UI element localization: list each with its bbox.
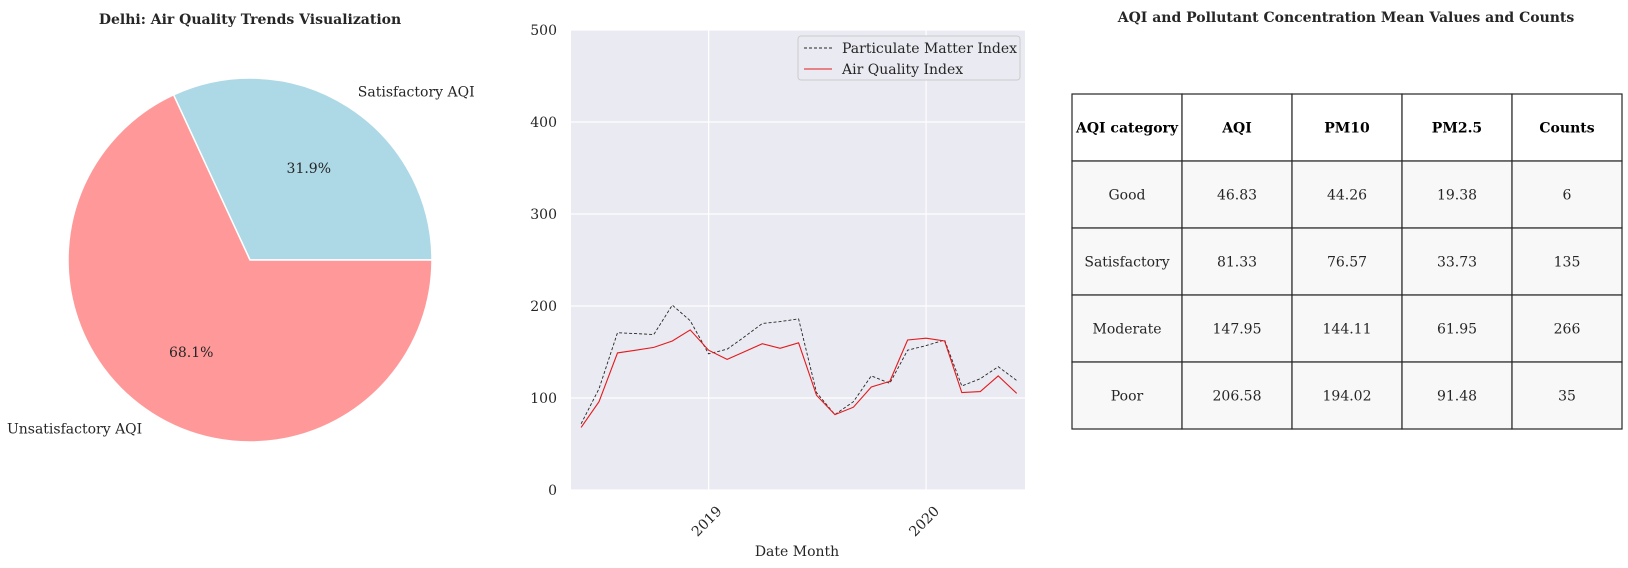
table-cell xyxy=(1291,160,1403,229)
plot-area xyxy=(571,30,1025,490)
table-header-text: AQI category xyxy=(1075,121,1179,137)
pie-label-0: Satisfactory AQI xyxy=(358,84,475,100)
table-cell-text: 206.58 xyxy=(1213,389,1262,405)
table-header-text: Counts xyxy=(1539,121,1594,137)
table-cell-text: 194.02 xyxy=(1323,389,1372,405)
pie-slice-0 xyxy=(172,77,433,261)
table-cell-text: 33.73 xyxy=(1437,255,1477,271)
table-cell xyxy=(1071,227,1183,296)
y-tick-label-0: 0 xyxy=(548,483,557,499)
table-cell-text: Good xyxy=(1108,188,1145,204)
table-header-cell xyxy=(1181,93,1293,162)
x-tick-label-1: 2020 xyxy=(906,504,943,541)
table-cell xyxy=(1401,294,1513,363)
table-cell-text: 61.95 xyxy=(1437,322,1477,338)
series-line-1 xyxy=(580,329,1018,428)
pie-label-1: Unsatisfactory AQI xyxy=(7,422,142,438)
table-header-cell xyxy=(1511,93,1623,162)
table-header-text: PM2.5 xyxy=(1432,121,1482,137)
table-cell-text: Poor xyxy=(1111,389,1144,405)
x-axis-label: Date Month xyxy=(755,544,839,560)
table-cell xyxy=(1071,160,1183,229)
x-tick-label-0: 2019 xyxy=(689,504,726,541)
table-cell xyxy=(1401,361,1513,430)
table-cell-text: Satisfactory xyxy=(1084,255,1169,271)
legend-box xyxy=(797,35,1021,81)
table-cell xyxy=(1181,361,1293,430)
y-tick-label-4: 400 xyxy=(530,115,557,131)
table-header-text: AQI xyxy=(1221,121,1252,137)
table-cell xyxy=(1401,227,1513,296)
table-cell xyxy=(1401,160,1513,229)
table-cell-text: 144.11 xyxy=(1323,322,1372,338)
table-cell xyxy=(1071,361,1183,430)
legend-label-0: Particulate Matter Index xyxy=(842,41,1017,57)
pie-chart-panel: Delhi: Air Quality Trends Visualization … xyxy=(7,12,475,443)
table-cell-text: 35 xyxy=(1558,389,1576,405)
series-line-0 xyxy=(580,304,1017,425)
table-cell xyxy=(1511,294,1623,363)
table-cell-text: 91.48 xyxy=(1437,389,1477,405)
table-title: AQI and Pollutant Concentration Mean Val… xyxy=(1117,10,1575,26)
table-header-text: PM10 xyxy=(1324,121,1370,137)
y-tick-label-3: 300 xyxy=(530,207,557,223)
table-cell-text: 44.26 xyxy=(1327,188,1367,204)
table-cell-text: 6 xyxy=(1563,188,1572,204)
y-tick-label-5: 500 xyxy=(530,23,557,39)
pie-slice-1 xyxy=(67,93,433,443)
table-cell-text: Moderate xyxy=(1093,322,1162,338)
table-cell xyxy=(1511,227,1623,296)
y-tick-label-2: 200 xyxy=(530,299,557,315)
pie-pct-label-0: 31.9% xyxy=(287,161,331,177)
table-cell-text: 266 xyxy=(1554,322,1581,338)
pie-pct-label-1: 68.1% xyxy=(169,345,213,361)
y-tick-label-1: 100 xyxy=(530,391,557,407)
table-panel: AQI and Pollutant Concentration Mean Val… xyxy=(1071,10,1623,430)
line-chart-panel: 0 100 200 300 400 500 2019 2020 Particulate Ma… xyxy=(530,23,1025,560)
table-cell xyxy=(1291,361,1403,430)
table-cell xyxy=(1511,160,1623,229)
legend-label-1: Air Quality Index xyxy=(841,62,963,78)
table-cell-text: 147.95 xyxy=(1213,322,1262,338)
table-cell-text: 76.57 xyxy=(1327,255,1367,271)
table-cell-text: 19.38 xyxy=(1437,188,1477,204)
table-cell-text: 81.33 xyxy=(1217,255,1257,271)
table-cell-text: 135 xyxy=(1554,255,1581,271)
pie-title: Delhi: Air Quality Trends Visualization xyxy=(99,12,401,28)
table-cell xyxy=(1511,361,1623,430)
table-cell-text: 46.83 xyxy=(1217,188,1257,204)
table-cell xyxy=(1181,160,1293,229)
